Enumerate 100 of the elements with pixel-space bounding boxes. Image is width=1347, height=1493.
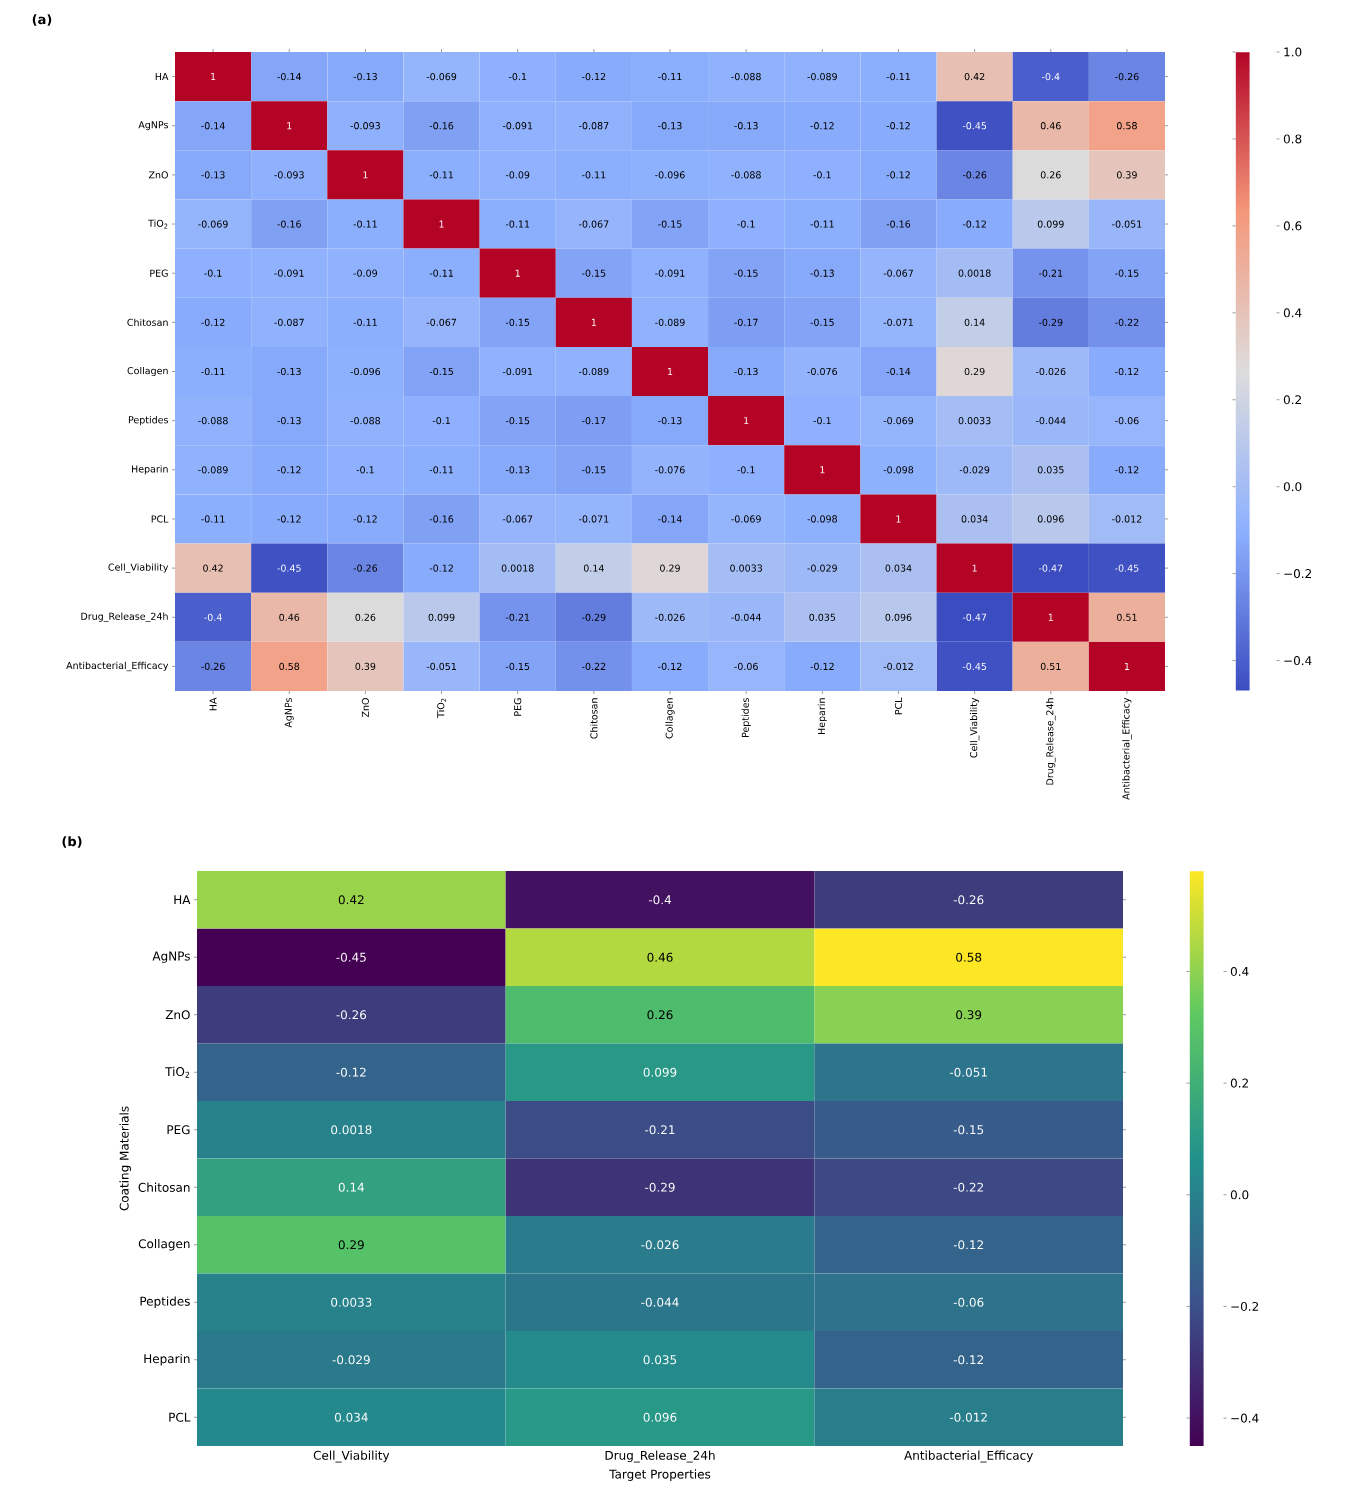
data-label: -0.26 [201,662,225,671]
color-bar-label: −0.4 [1231,1413,1259,1423]
data-label: -0.12 [277,466,301,474]
data-label: -0.17 [582,417,606,425]
data-label: 0.035 [809,613,836,621]
data-label: -0.069 [426,72,457,81]
data-label: -0.088 [350,417,381,425]
data-label: -0.13 [810,269,834,277]
data-label: -0.091 [502,367,533,376]
data-label: -0.088 [731,72,761,81]
data-label: -0.012 [1112,515,1142,523]
data-label: -0.47 [1038,564,1063,572]
y-tick-label: PEG [167,1125,190,1135]
data-label: -0.15 [429,367,454,376]
y-tick-label: HA [174,895,191,905]
data-label: -0.11 [429,269,453,277]
data-label: -0.12 [353,515,377,523]
data-label: 1 [668,368,673,375]
x-tick-label: PEG [514,698,522,716]
y-tick-label: Heparin [131,465,168,475]
data-label: -0.093 [274,171,304,179]
data-label: -0.15 [953,1125,984,1135]
x-tick-label: Cell_Viability [969,697,980,758]
y-axis-title: Coating Materials [119,1106,132,1211]
data-label: 0.42 [964,72,985,81]
data-label: -0.12 [336,1067,366,1077]
color-bar-label: 1.0 [1284,47,1302,57]
data-label: 0.034 [885,564,912,572]
data-label: -0.012 [949,1412,987,1422]
data-label: 0.0018 [958,269,991,277]
data-label: -0.091 [655,269,685,277]
color-bar-label: 0.0 [1283,482,1302,492]
data-label: -0.45 [1115,564,1139,572]
text: (b) [62,836,82,848]
data-label: -0.087 [579,122,609,130]
data-label: -0.12 [953,1355,983,1365]
y-tick-label: Antibacterial_Efficacy [66,661,169,672]
data-label: 0.46 [1040,122,1061,130]
data-label: -0.11 [353,318,377,326]
data-label: -0.09 [353,269,378,277]
data-label: -0.14 [886,367,911,376]
data-label: -0.15 [1115,269,1139,277]
x-tick-label: Collagen [665,698,675,739]
x-tick-label: Chitosan [590,698,598,739]
data-label: -0.087 [274,318,304,326]
color-bar-label: −0.4 [1284,656,1312,666]
data-label: -0.21 [505,613,530,621]
data-label: -0.11 [810,220,834,228]
data-label: -0.026 [655,613,685,621]
x-tick-label: TiO$_{2}$ [437,698,447,718]
data-label: -0.15 [582,466,606,474]
data-label: -0.09 [505,171,530,179]
data-label: 0.0018 [331,1125,372,1135]
x-tick-label: AgNPs [284,697,294,728]
data-label: 0.46 [279,613,300,621]
data-label: 0.099 [1037,220,1064,228]
y-tick-label: AgNPs [138,121,169,131]
data-label: 0.096 [643,1412,677,1422]
color-bar-label: 0.6 [1283,221,1302,231]
data-label: -0.12 [886,171,910,179]
data-label: -0.051 [949,1067,987,1077]
x-tick-label: HA [209,697,217,711]
data-label: -0.13 [734,367,758,376]
data-label: -0.12 [201,318,225,326]
data-label: -0.029 [332,1355,370,1365]
data-label: -0.4 [1041,72,1060,81]
data-label: -0.1 [432,417,450,425]
data-label: -0.044 [641,1297,679,1307]
data-label: -0.098 [807,515,837,523]
data-label: -0.06 [734,662,758,671]
data-label: -0.14 [658,515,682,523]
data-label: -0.13 [277,417,301,425]
data-label: 0.26 [1040,171,1061,179]
data-label: -0.067 [426,318,457,326]
data-label: -0.1 [737,220,755,228]
data-label: -0.15 [810,318,834,326]
data-label: -0.051 [1112,220,1142,228]
data-label: -0.091 [274,269,304,277]
data-label: 0.58 [279,662,300,671]
data-label: -0.45 [336,952,366,962]
data-label: -0.21 [645,1125,675,1135]
data-label: -0.067 [883,269,913,277]
data-label: 0.14 [583,564,604,572]
data-label: -0.45 [962,122,987,130]
data-label: 0.51 [1040,662,1061,671]
data-label: -0.14 [201,122,225,130]
data-label: 0.0033 [730,564,763,572]
data-label: -0.12 [277,515,301,523]
data-label: -0.26 [962,171,987,179]
data-label: 0.26 [355,613,376,621]
data-label: 0.51 [1116,613,1137,621]
data-label: -0.093 [350,122,380,130]
data-label: -0.067 [579,220,609,228]
data-label: 1 [439,220,444,228]
data-label: 0.58 [1116,122,1137,130]
data-label: -0.14 [277,72,301,81]
color-bar-label: 0.2 [1230,1078,1248,1088]
data-label: 0.099 [428,613,455,621]
data-label: -0.15 [505,662,530,671]
y-tick-label: ZnO [148,171,168,179]
